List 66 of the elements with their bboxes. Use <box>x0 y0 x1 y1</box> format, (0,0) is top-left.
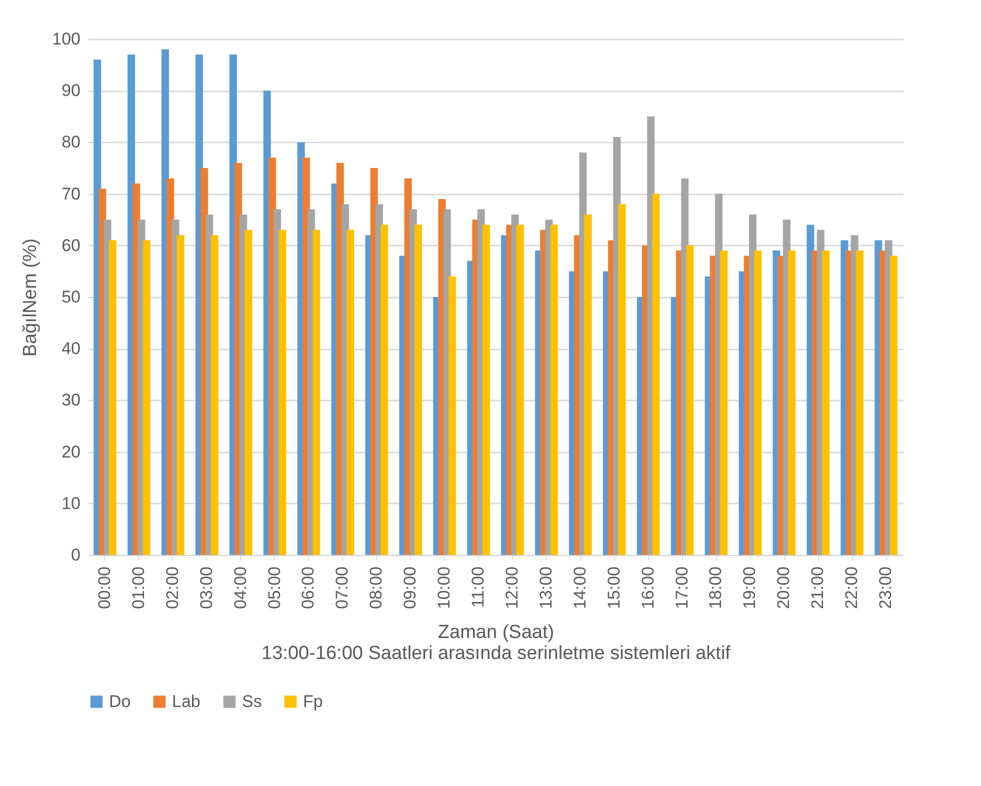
y-tick-label: 50 <box>62 288 80 306</box>
x-tick-label: 07:00 <box>332 566 352 610</box>
bar <box>720 250 728 555</box>
x-tick-label: 06:00 <box>298 566 318 610</box>
bar <box>448 276 456 555</box>
x-tick-label: 13:00 <box>536 566 556 610</box>
x-tick-label: 18:00 <box>706 566 726 610</box>
bar <box>380 224 388 555</box>
y-tick-label: 60 <box>62 236 80 255</box>
y-tick-label: 100 <box>52 30 80 48</box>
bar <box>584 214 592 555</box>
legend-label: Do <box>109 692 131 711</box>
x-tick-label: 01:00 <box>128 566 148 610</box>
bar <box>754 250 762 555</box>
x-tick-label: 09:00 <box>400 566 420 610</box>
x-tick-label: 17:00 <box>672 566 692 610</box>
bar <box>312 230 320 555</box>
y-tick-label: 90 <box>62 81 80 100</box>
x-tick-label: 02:00 <box>162 566 182 610</box>
bar <box>210 235 218 555</box>
y-tick-label: 80 <box>62 132 80 152</box>
x-tick-label: 14:00 <box>570 566 590 610</box>
y-tick-label: 0 <box>71 546 80 564</box>
bar <box>822 250 830 555</box>
bar <box>142 240 150 555</box>
text: 13:00-16:00 Saatleri arasında serinletme sistemleri aktif <box>262 643 732 664</box>
y-axis-title: BağılNem (%) <box>20 238 42 357</box>
x-tick-label: 03:00 <box>196 566 216 610</box>
bar <box>346 230 354 555</box>
x-tick-label: 23:00 <box>876 566 896 610</box>
bar <box>890 256 898 555</box>
x-tick-label: 05:00 <box>264 566 284 610</box>
bar <box>788 250 796 555</box>
legend-label: Fp <box>303 692 323 711</box>
x-tick-label: 20:00 <box>774 566 794 610</box>
x-tick-label: 15:00 <box>604 566 624 610</box>
y-tick-label: 70 <box>62 184 80 204</box>
bar <box>686 245 694 555</box>
y-tick-label: 20 <box>62 442 80 462</box>
x-tick-label: 19:00 <box>740 566 760 610</box>
x-tick-label: 21:00 <box>808 566 828 610</box>
bar <box>278 230 286 555</box>
y-tick-label: 10 <box>62 494 80 513</box>
bar <box>618 204 626 555</box>
x-tick-label: 11:00 <box>468 566 488 608</box>
x-tick-label: 16:00 <box>638 566 658 610</box>
bar <box>550 224 558 555</box>
x-tick-label: 10:00 <box>434 566 454 610</box>
bar <box>176 235 184 555</box>
bar <box>414 224 422 555</box>
x-tick-label: 12:00 <box>502 566 522 610</box>
x-tick-label: 04:00 <box>230 566 250 610</box>
bar <box>108 240 116 555</box>
x-tick-label: 00:00 <box>94 566 114 610</box>
y-tick-label: 40 <box>62 339 80 358</box>
bar <box>856 250 864 555</box>
bar <box>244 230 252 555</box>
bar <box>482 224 490 555</box>
legend-label: Lab <box>172 692 200 711</box>
bar <box>516 224 524 555</box>
bar <box>652 194 660 555</box>
x-axis-title: Zaman (Saat) <box>438 622 554 644</box>
legend-label: Ss <box>242 692 262 711</box>
x-tick-label: 08:00 <box>366 566 386 610</box>
x-tick-label: 22:00 <box>842 566 862 610</box>
y-tick-label: 30 <box>62 390 80 410</box>
